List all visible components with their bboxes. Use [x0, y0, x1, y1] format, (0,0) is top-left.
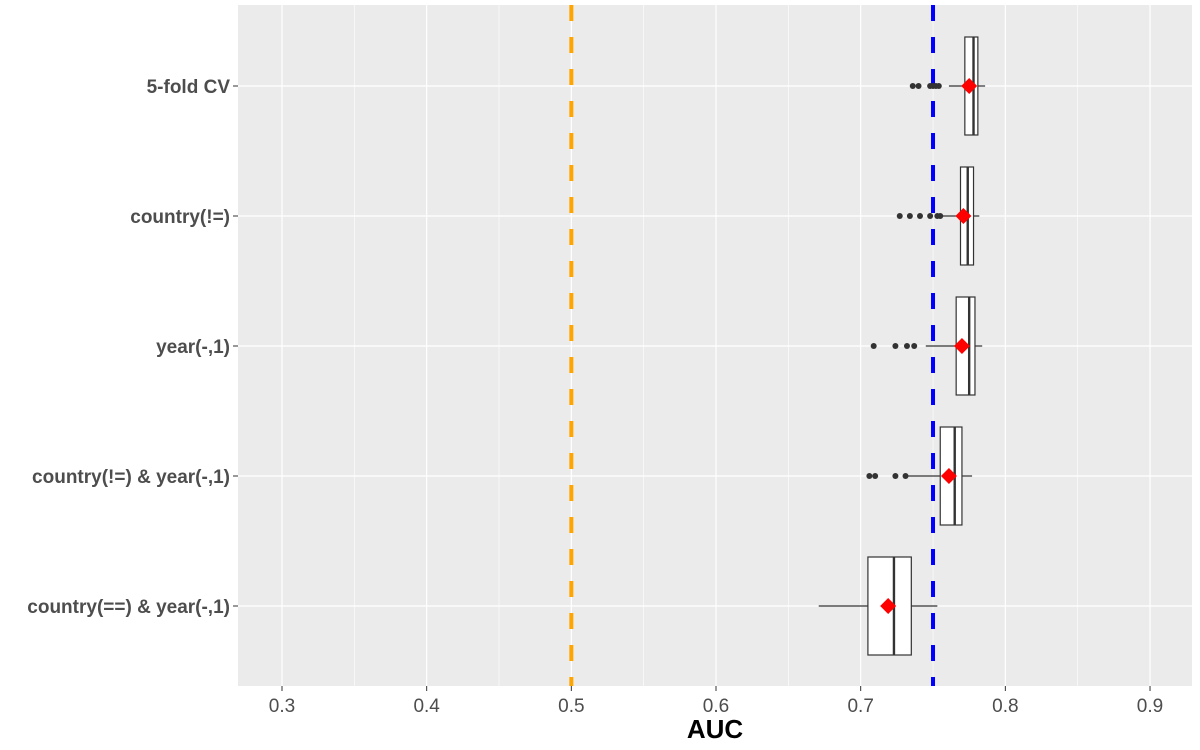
outlier-point — [927, 213, 934, 219]
y-category-label: country(!=) & year(-,1) — [32, 467, 230, 488]
mean-marker — [953, 338, 970, 354]
y-category-label: year(-,1) — [156, 337, 230, 358]
y-category-label: country(!=) — [130, 207, 230, 228]
x-tick-label: 0.6 — [703, 696, 729, 717]
outlier-point — [870, 343, 877, 349]
outlier-point — [872, 473, 879, 479]
outlier-point — [935, 83, 942, 89]
outlier-point — [911, 343, 918, 349]
box-iqr — [867, 556, 912, 656]
outlier-point — [892, 473, 899, 479]
x-tick-label: 0.8 — [992, 696, 1018, 717]
x-tick-label: 0.4 — [413, 696, 440, 717]
outlier-point — [937, 213, 944, 219]
outlier-point — [902, 473, 909, 479]
x-tick-label: 0.5 — [558, 696, 584, 717]
mean-marker — [955, 208, 972, 224]
mean-marker — [940, 468, 957, 484]
x-axis-title: AUC — [687, 714, 744, 744]
x-tick-label: 0.7 — [847, 696, 873, 717]
outlier-point — [903, 343, 910, 349]
mean-marker — [961, 78, 978, 94]
y-category-label: country(==) & year(-,1) — [27, 597, 230, 618]
outlier-point — [915, 83, 922, 89]
mean-marker — [880, 598, 897, 614]
outlier-point — [909, 83, 916, 89]
outlier-point — [906, 213, 913, 219]
outlier-point — [916, 213, 923, 219]
x-tick-label: 0.3 — [269, 696, 295, 717]
x-tick-label: 0.9 — [1137, 696, 1163, 717]
y-category-label: 5-fold CV — [147, 77, 231, 98]
outlier-point — [892, 343, 899, 349]
outlier-point — [896, 213, 903, 219]
outlier-point — [866, 473, 873, 479]
